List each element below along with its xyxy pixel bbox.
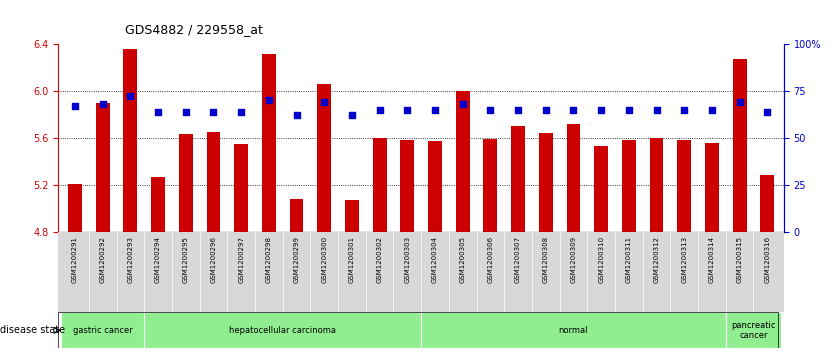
Point [179, 109, 193, 114]
Point [484, 107, 497, 113]
Bar [317, 83, 331, 232]
Text: GSM1200296: GSM1200296 [210, 236, 217, 283]
Text: GSM1200311: GSM1200311 [626, 236, 632, 284]
Bar [761, 175, 774, 232]
Point [567, 107, 580, 113]
Bar [511, 126, 525, 232]
Bar [151, 177, 165, 232]
Text: GSM1200313: GSM1200313 [681, 236, 687, 284]
Bar [456, 91, 470, 232]
Point [650, 107, 663, 113]
Text: GSM1200304: GSM1200304 [432, 236, 438, 283]
Bar [178, 134, 193, 232]
Point [429, 107, 442, 113]
Point [706, 107, 719, 113]
Point [677, 107, 691, 113]
Text: GSM1200299: GSM1200299 [294, 236, 299, 283]
Text: GSM1200298: GSM1200298 [266, 236, 272, 283]
Text: gastric cancer: gastric cancer [73, 326, 133, 335]
Text: GSM1200314: GSM1200314 [709, 236, 715, 283]
Text: GSM1200315: GSM1200315 [736, 236, 742, 283]
Bar [61, 312, 144, 348]
Bar [345, 200, 359, 232]
Bar [677, 140, 691, 232]
Bar [262, 54, 276, 232]
Bar [400, 140, 414, 232]
Bar [96, 102, 109, 232]
Bar [726, 312, 781, 348]
Point [622, 107, 636, 113]
Point [456, 101, 470, 107]
Text: GSM1200297: GSM1200297 [239, 236, 244, 283]
Text: normal: normal [559, 326, 588, 335]
Point [207, 109, 220, 114]
Bar [421, 312, 726, 348]
Bar [289, 199, 304, 232]
Point [345, 113, 359, 118]
Point [123, 94, 137, 99]
Text: GSM1200308: GSM1200308 [543, 236, 549, 284]
Text: GSM1200309: GSM1200309 [570, 236, 576, 284]
Point [68, 103, 82, 109]
Text: GDS4882 / 229558_at: GDS4882 / 229558_at [125, 23, 263, 36]
Bar [484, 139, 497, 232]
Text: disease state: disease state [0, 325, 65, 335]
Bar [428, 142, 442, 232]
Text: GSM1200293: GSM1200293 [128, 236, 133, 283]
Text: GSM1200292: GSM1200292 [100, 236, 106, 283]
Bar [539, 133, 553, 232]
Point [511, 107, 525, 113]
Bar [123, 49, 138, 232]
Text: GSM1200301: GSM1200301 [349, 236, 355, 284]
Point [234, 109, 248, 114]
Text: GSM1200300: GSM1200300 [321, 236, 327, 284]
Bar [595, 146, 608, 232]
Bar [207, 132, 220, 232]
Point [761, 109, 774, 114]
Point [152, 109, 165, 114]
Text: GSM1200316: GSM1200316 [764, 236, 771, 284]
Text: GSM1200302: GSM1200302 [377, 236, 383, 283]
Point [539, 107, 552, 113]
Text: GSM1200312: GSM1200312 [654, 236, 660, 283]
Bar [622, 140, 636, 232]
Point [96, 101, 109, 107]
Point [595, 107, 608, 113]
Bar [68, 184, 82, 232]
Text: GSM1200294: GSM1200294 [155, 236, 161, 283]
Bar [234, 144, 248, 232]
Text: GSM1200295: GSM1200295 [183, 236, 188, 283]
Point [373, 107, 386, 113]
Text: GSM1200306: GSM1200306 [487, 236, 494, 284]
Text: GSM1200291: GSM1200291 [72, 236, 78, 283]
Bar [373, 138, 386, 232]
Text: pancreatic
cancer: pancreatic cancer [731, 321, 776, 340]
Point [400, 107, 414, 113]
Point [318, 99, 331, 105]
Bar [733, 59, 746, 232]
Point [290, 113, 304, 118]
Bar [650, 138, 664, 232]
Text: GSM1200310: GSM1200310 [598, 236, 604, 284]
Bar [705, 143, 719, 232]
Text: GSM1200303: GSM1200303 [404, 236, 410, 284]
Text: hepatocellular carcinoma: hepatocellular carcinoma [229, 326, 336, 335]
Bar [566, 124, 580, 232]
Text: GSM1200307: GSM1200307 [515, 236, 521, 284]
Point [733, 99, 746, 105]
Point [262, 97, 275, 103]
Bar [144, 312, 421, 348]
Text: GSM1200305: GSM1200305 [460, 236, 465, 283]
